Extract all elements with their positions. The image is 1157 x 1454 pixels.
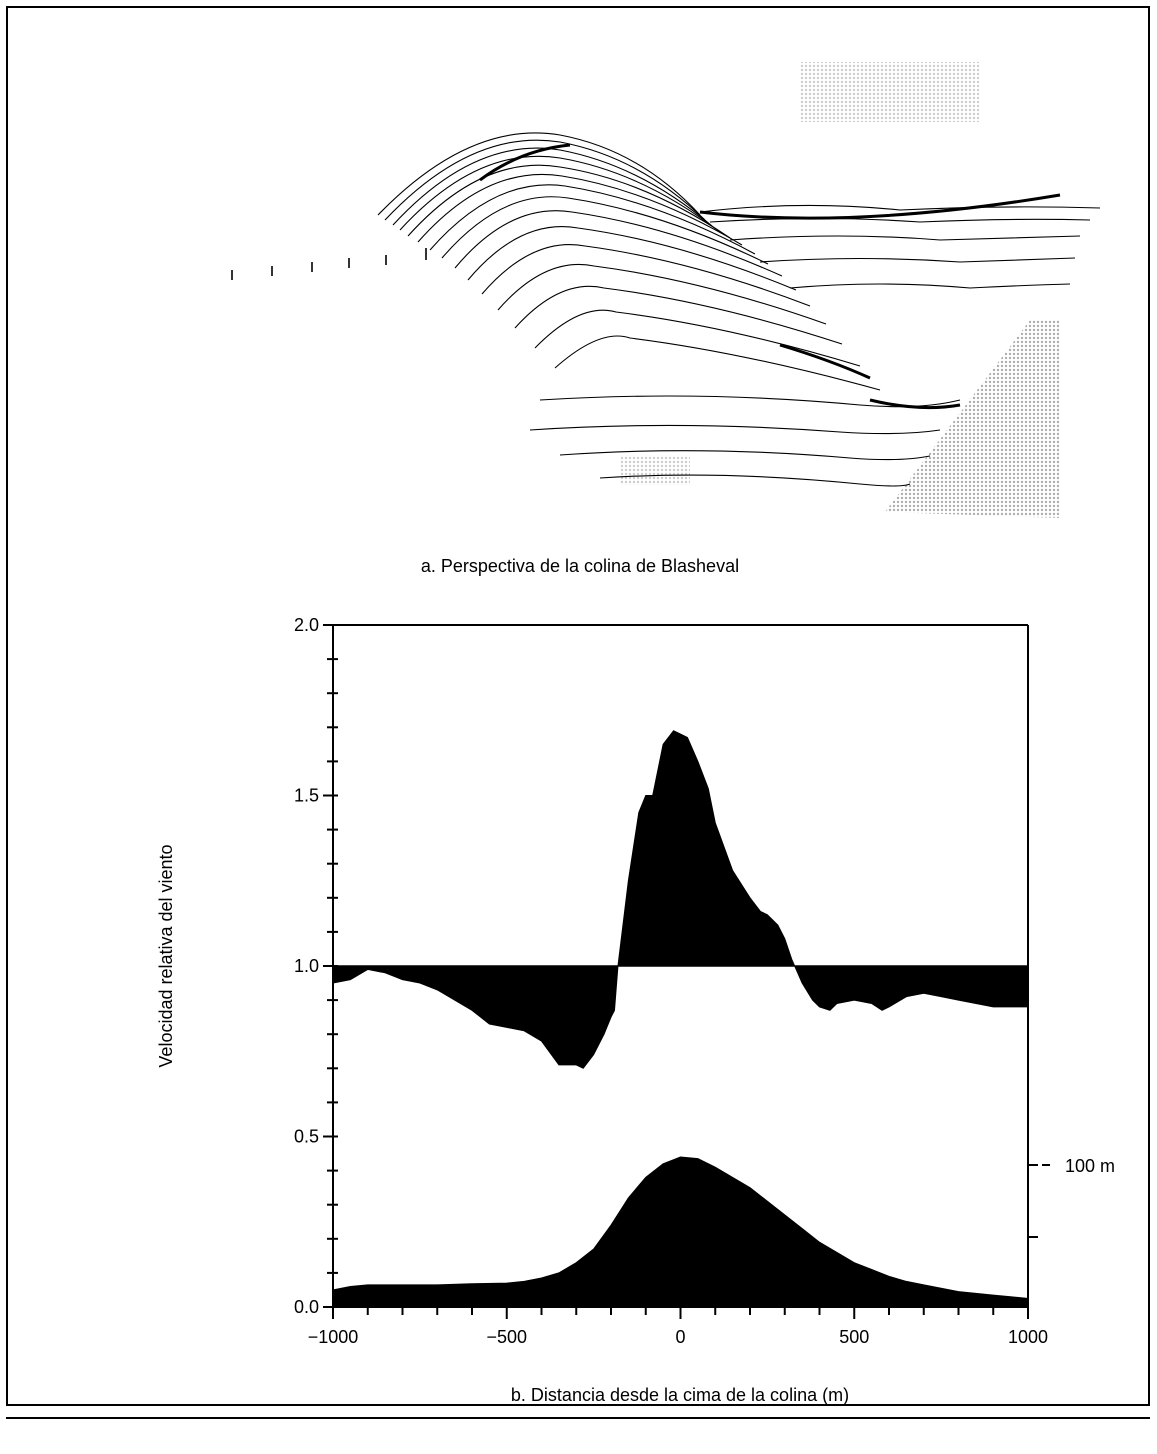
series-0-wind-speed-area — [332, 730, 1029, 1069]
halftone-patch-right — [885, 320, 1060, 518]
x-tick-label: 500 — [839, 1327, 869, 1347]
y-tick-label: 0.5 — [294, 1127, 319, 1147]
x-tick-label: 1000 — [1008, 1327, 1048, 1347]
figure-frame — [6, 6, 1150, 1406]
halftone-patch-bottom — [620, 455, 690, 485]
halftone-patch-top — [800, 62, 980, 122]
chart-ticks — [323, 624, 1050, 1319]
caption-perspective: a. Perspectiva de la colina de Blasheval — [420, 556, 740, 576]
survey-markers — [231, 248, 427, 280]
series-1-hill-profile-area — [332, 1156, 1029, 1308]
x-tick-label: −1000 — [308, 1327, 359, 1347]
chart-labels: 0.0 0.5 1.0 1.5 2.0 −1000 −500 0 500 1000 100 m Vel… — [156, 615, 1115, 1347]
y-tick-label: 1.0 — [294, 956, 319, 976]
chart-areas — [332, 730, 1029, 1308]
x-axis-label: b. Distancia desde la cima de la colina … — [510, 1385, 850, 1405]
y-tick-label: 0.0 — [294, 1297, 319, 1317]
y-tick-label: 2.0 — [294, 615, 319, 635]
hill-contours — [377, 132, 1101, 487]
y-tick-label: 1.5 — [294, 786, 319, 806]
figure-divider — [6, 1417, 1150, 1419]
y-axis-label: Velocidad relativa del viento — [156, 844, 176, 1067]
x-tick-label: −500 — [486, 1327, 527, 1347]
right-axis-label: 100 m — [1065, 1156, 1115, 1176]
x-tick-label: 0 — [675, 1327, 685, 1347]
chart-axes — [332, 624, 1029, 1308]
hill-ridges — [479, 143, 1061, 410]
